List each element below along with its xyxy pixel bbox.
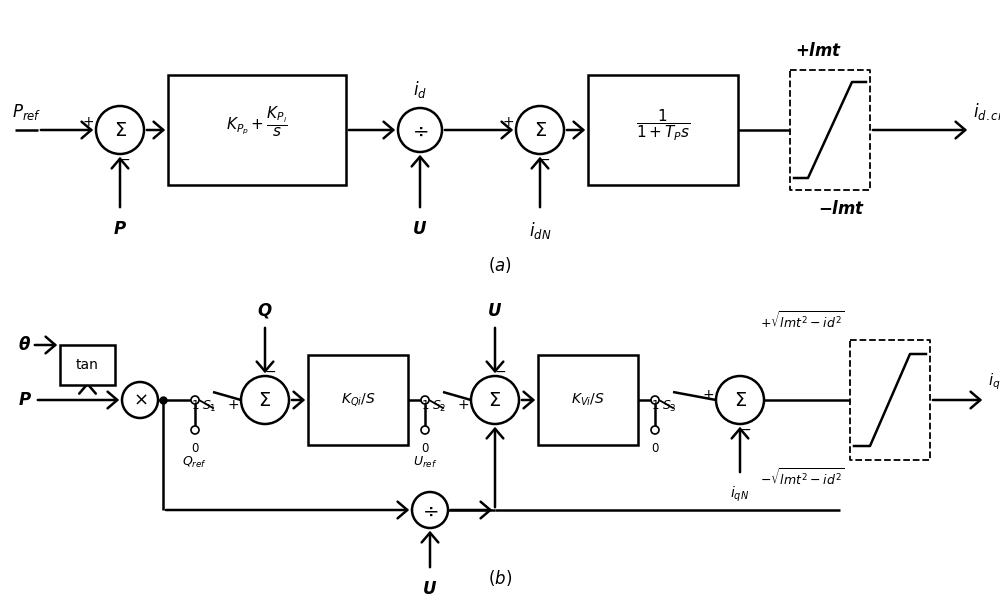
Text: $\boldsymbol{Q}$: $\boldsymbol{Q}$: [257, 301, 273, 320]
Text: 1: 1: [651, 399, 659, 412]
Text: 1: 1: [421, 399, 429, 412]
Text: tan: tan: [76, 358, 99, 372]
Circle shape: [191, 426, 199, 434]
Bar: [60, 345, 115, 385]
Ellipse shape: [716, 376, 764, 424]
Text: $S_1$: $S_1$: [202, 399, 216, 414]
Text: $+$: $+$: [227, 398, 239, 412]
Text: $+$: $+$: [502, 115, 514, 129]
Text: $\Sigma$: $\Sigma$: [114, 121, 126, 140]
Text: $\boldsymbol{Q_{ref}}$: $\boldsymbol{Q_{ref}}$: [182, 455, 208, 470]
Text: $-$: $-$: [538, 152, 550, 166]
Circle shape: [421, 396, 429, 404]
Text: $\boldsymbol{+lmt}$: $\boldsymbol{+lmt}$: [795, 42, 842, 60]
Text: $\boldsymbol{P}$: $\boldsymbol{P}$: [18, 391, 32, 409]
Text: $-$: $-$: [118, 152, 130, 166]
Text: $\boldsymbol{U}$: $\boldsymbol{U}$: [412, 220, 428, 238]
Text: $\boldsymbol{\theta}$: $\boldsymbol{\theta}$: [18, 336, 31, 354]
Text: $\Sigma$: $\Sigma$: [534, 121, 546, 140]
Text: $\boldsymbol{i_{qN}}$: $\boldsymbol{i_{qN}}$: [730, 485, 750, 504]
Text: 0: 0: [191, 442, 199, 455]
Text: $+$: $+$: [457, 398, 469, 412]
Bar: [308, 355, 408, 445]
Ellipse shape: [96, 106, 144, 154]
Text: $-$: $-$: [739, 422, 751, 436]
Text: $(b)$: $(b)$: [488, 568, 512, 588]
Text: $\boldsymbol{i_d}$: $\boldsymbol{i_d}$: [413, 79, 427, 100]
Bar: [538, 355, 638, 445]
Text: 1: 1: [191, 399, 199, 412]
Text: $\boldsymbol{P}$: $\boldsymbol{P}$: [113, 220, 127, 238]
Text: $\boldsymbol{U}$: $\boldsymbol{U}$: [422, 580, 438, 598]
Ellipse shape: [122, 382, 158, 418]
Text: $\boldsymbol{-lmt}$: $\boldsymbol{-lmt}$: [818, 200, 865, 218]
Text: $\Sigma$: $\Sigma$: [258, 391, 272, 410]
Ellipse shape: [471, 376, 519, 424]
Text: $\boldsymbol{U_{ref}}$: $\boldsymbol{U_{ref}}$: [413, 455, 437, 470]
Text: $\div$: $\div$: [422, 501, 438, 521]
Text: $K_{Qi}/S$: $K_{Qi}/S$: [341, 391, 375, 408]
Ellipse shape: [516, 106, 564, 154]
Text: $+$: $+$: [82, 115, 94, 129]
Text: $-$: $-$: [494, 364, 506, 378]
Text: $K_{P_p}+\dfrac{K_{P_i}}{s}$: $K_{P_p}+\dfrac{K_{P_i}}{s}$: [226, 105, 288, 139]
Text: $\Sigma$: $\Sigma$: [734, 391, 746, 410]
Circle shape: [191, 396, 199, 404]
Text: $\boldsymbol{i_{d.cmd}}$: $\boldsymbol{i_{d.cmd}}$: [973, 101, 1000, 122]
Text: $(a)$: $(a)$: [488, 255, 512, 275]
Text: $-\sqrt{lmt^2-id^2}$: $-\sqrt{lmt^2-id^2}$: [760, 468, 845, 489]
Text: $\boldsymbol{P_{ref}}$: $\boldsymbol{P_{ref}}$: [12, 102, 42, 122]
Bar: [588, 75, 738, 185]
Circle shape: [651, 396, 659, 404]
Text: $S_3$: $S_3$: [662, 399, 676, 414]
Text: $S_2$: $S_2$: [432, 399, 446, 414]
Ellipse shape: [241, 376, 289, 424]
Text: 0: 0: [421, 442, 429, 455]
Text: $\times$: $\times$: [133, 391, 147, 409]
Text: $\Sigma$: $\Sigma$: [488, 391, 502, 410]
Text: $+\sqrt{lmt^2-id^2}$: $+\sqrt{lmt^2-id^2}$: [760, 311, 845, 332]
Text: $\div$: $\div$: [412, 121, 428, 141]
Text: $+$: $+$: [702, 388, 714, 402]
Text: $\boldsymbol{U}$: $\boldsymbol{U}$: [487, 302, 503, 320]
Text: 0: 0: [651, 442, 659, 455]
Text: $K_{Vi}/S$: $K_{Vi}/S$: [571, 392, 605, 408]
Text: $\dfrac{1}{1+T_P s}$: $\dfrac{1}{1+T_P s}$: [636, 108, 690, 143]
Ellipse shape: [412, 492, 448, 528]
Ellipse shape: [398, 108, 442, 152]
Bar: [168, 75, 346, 185]
Circle shape: [421, 426, 429, 434]
Text: $\boldsymbol{i_{q.cmd}}$: $\boldsymbol{i_{q.cmd}}$: [988, 371, 1000, 392]
Text: $\boldsymbol{i_{dN}}$: $\boldsymbol{i_{dN}}$: [529, 220, 551, 241]
Circle shape: [651, 426, 659, 434]
Text: $-$: $-$: [264, 364, 276, 378]
